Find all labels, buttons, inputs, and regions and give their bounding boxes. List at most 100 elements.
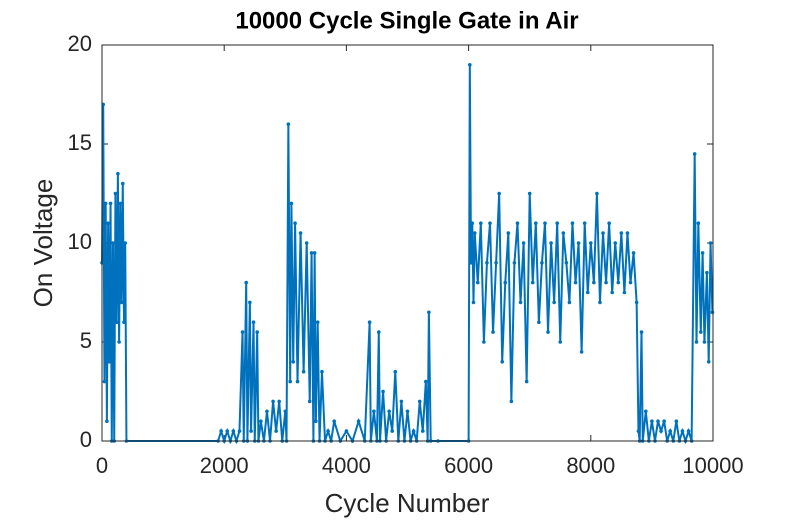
data-point [589,241,593,245]
data-point [102,379,107,384]
data-point [390,429,395,433]
data-point [372,409,376,414]
data-point [604,280,608,285]
data-point [225,429,230,433]
data-point [289,201,294,206]
data-point [540,261,544,265]
data-point [107,360,112,364]
y-tick-label: 15 [68,130,92,155]
data-point [119,300,124,305]
data-point [573,280,578,285]
data-point [288,379,292,384]
data-point [622,290,627,295]
data-point [662,419,666,424]
data-point [114,320,119,325]
data-point [555,221,559,225]
data-point [585,290,590,295]
data-point [537,320,541,325]
data-point [367,320,372,325]
data-point [314,419,318,424]
data-point [710,310,715,315]
data-point [471,300,476,305]
chart-title: 10000 Cycle Single Gate in Air [235,7,578,34]
data-point [500,360,505,364]
x-tick-label: 4000 [322,453,371,478]
axes-box [101,44,714,442]
data-point [417,399,422,404]
data-point [387,409,391,414]
data-point [332,419,336,424]
data-point [113,191,118,196]
x-tick-label: 0 [96,453,108,478]
data-point [470,221,475,225]
data-point [427,310,431,315]
data-point [118,201,123,206]
data-point [610,290,614,295]
data-point [475,280,480,285]
data-point [240,330,245,334]
data-point [393,369,398,374]
data-point [543,221,547,225]
data-point [503,280,508,285]
data-point [491,330,495,334]
data-point [631,251,636,255]
y-tick-label: 10 [68,229,92,254]
data-point [702,340,707,344]
data-point [277,399,281,404]
data-point [122,320,126,325]
x-tick-label: 8000 [566,453,615,478]
data-point [619,231,624,235]
y-tick-label: 0 [80,427,92,452]
data-point [307,399,312,404]
data-point [249,429,253,433]
data-point [564,261,569,265]
data-point [698,330,703,334]
data-point [700,251,705,255]
data-point [534,221,538,225]
data-point [636,429,641,433]
data-point [255,330,259,334]
x-tick-label: 10000 [682,453,743,478]
data-point [509,399,514,404]
data-point [237,429,242,433]
data-point [356,419,361,424]
data-point [497,191,501,196]
data-point [692,152,697,156]
data-point [696,221,701,225]
data-point [106,221,110,225]
data-point [694,340,699,344]
data-point [706,360,711,364]
data-point [512,261,517,265]
data-point [674,419,679,424]
data-point [274,429,278,433]
data-point [108,201,113,206]
data-point [344,429,349,433]
x-tick-label: 6000 [444,453,493,478]
data-point [219,429,223,433]
data-point [616,280,621,285]
data-point [301,369,306,374]
data-point [479,221,483,225]
data-point [680,429,685,433]
data-point [552,300,556,305]
data-point [103,201,108,206]
data-point [111,241,115,245]
data-point [628,280,633,285]
data-point [607,221,611,225]
data-point [315,320,320,325]
data-point [634,300,639,305]
data-point [561,231,566,235]
data-point [482,340,486,344]
y-tick-label: 20 [68,31,92,56]
data-point [405,409,410,414]
y-tick-label: 5 [80,328,92,353]
data-point [231,429,236,433]
data-point [105,419,109,424]
data-point [650,419,654,424]
data-point [668,429,673,433]
data-point [643,409,648,414]
data-point [488,221,492,225]
data-point [271,399,275,404]
data-point [259,419,263,424]
